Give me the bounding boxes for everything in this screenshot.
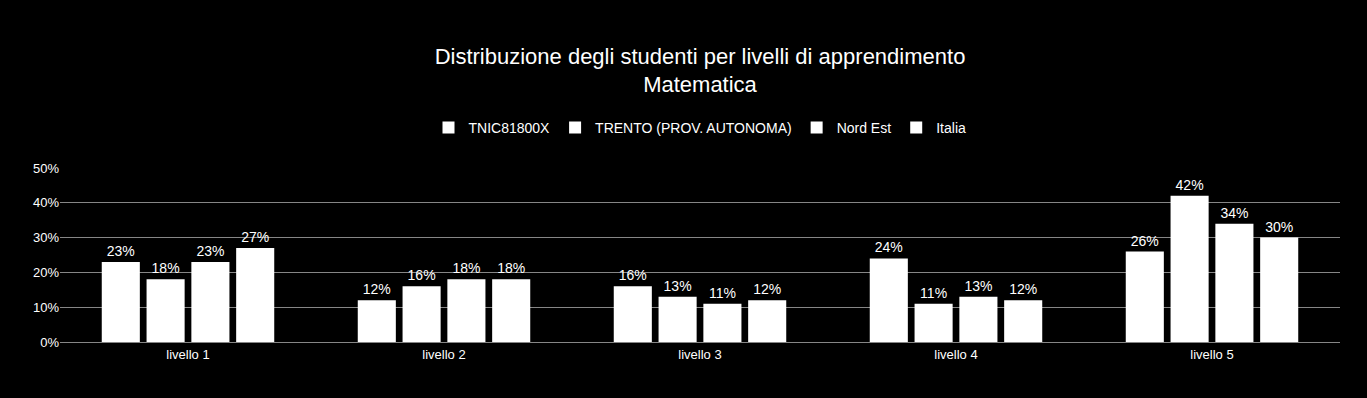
svg-text:18%: 18% [497,260,525,276]
svg-text:16%: 16% [619,267,647,283]
svg-text:30%: 30% [33,230,59,245]
svg-text:Nord Est: Nord Est [837,120,892,136]
svg-text:30%: 30% [1265,219,1293,235]
svg-text:12%: 12% [1009,281,1037,297]
svg-text:Distribuzione degli studenti p: Distribuzione degli studenti per livelli… [435,44,966,98]
svg-text:livello 1: livello 1 [166,347,209,362]
svg-text:12%: 12% [753,281,781,297]
svg-text:13%: 13% [664,278,692,294]
svg-text:27%: 27% [241,229,269,245]
svg-text:34%: 34% [1220,205,1248,221]
svg-text:16%: 16% [408,267,436,283]
svg-text:11%: 11% [709,285,736,301]
svg-text:13%: 13% [964,278,992,294]
svg-text:18%: 18% [452,260,480,276]
svg-text:livello 5: livello 5 [1190,347,1233,362]
svg-text:TRENTO (PROV. AUTONOMA): TRENTO (PROV. AUTONOMA) [595,120,792,136]
svg-text:livello 4: livello 4 [934,347,977,362]
svg-text:12%: 12% [363,281,391,297]
svg-text:40%: 40% [33,195,59,210]
svg-text:livello 2: livello 2 [422,347,465,362]
svg-text:0%: 0% [40,335,59,350]
svg-text:23%: 23% [196,243,224,259]
svg-text:42%: 42% [1176,177,1204,193]
svg-text:11%: 11% [920,285,947,301]
svg-text:Italia: Italia [936,120,966,136]
svg-text:18%: 18% [152,260,180,276]
svg-text:livello 3: livello 3 [678,347,721,362]
svg-text:26%: 26% [1131,233,1159,249]
svg-text:24%: 24% [875,239,903,255]
svg-text:20%: 20% [33,265,59,280]
svg-text:50%: 50% [33,161,59,176]
svg-text:10%: 10% [33,300,59,315]
svg-text:TNIC81800X: TNIC81800X [469,120,551,136]
svg-text:23%: 23% [107,243,135,259]
